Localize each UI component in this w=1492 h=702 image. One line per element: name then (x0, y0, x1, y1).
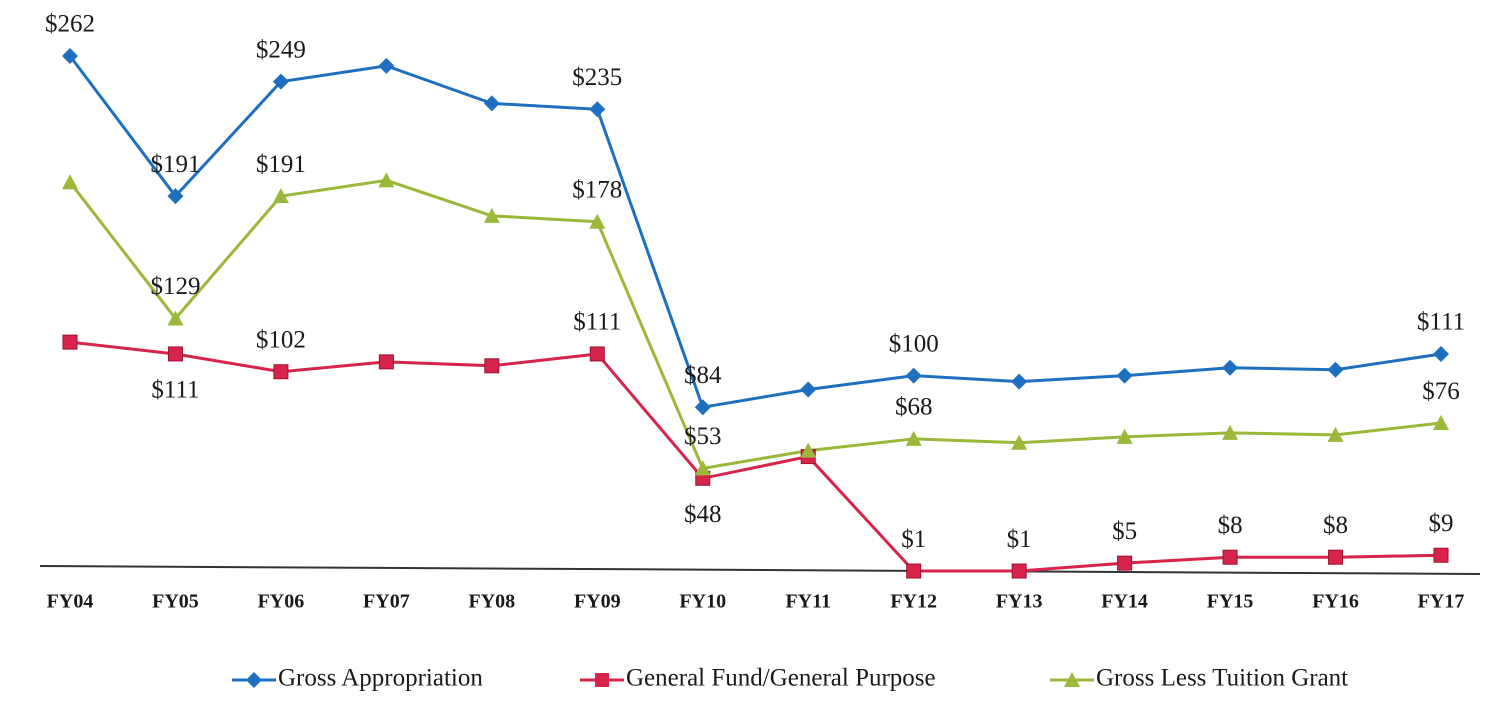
data-label: $191 (150, 151, 200, 178)
data-label: $48 (684, 501, 722, 528)
data-point (1116, 428, 1133, 444)
data-point (905, 367, 922, 384)
legend-marker (595, 673, 609, 687)
data-point (272, 188, 289, 204)
data-point (1222, 424, 1239, 440)
x-tick-label: FY08 (469, 591, 516, 613)
series-line (68, 55, 1442, 409)
data-point (589, 213, 606, 229)
data-label: $84 (684, 362, 722, 389)
x-tick-label: FY12 (890, 591, 937, 613)
data-point (694, 399, 711, 416)
legend-marker (246, 672, 262, 688)
data-label: $111 (151, 377, 199, 404)
x-tick-label: FY04 (47, 591, 94, 613)
legend-item: Gross Less Tuition Grant (1050, 665, 1348, 692)
data-label: $8 (1218, 512, 1243, 539)
data-point (484, 358, 500, 374)
data-point (1433, 345, 1449, 362)
data-point (1328, 549, 1344, 565)
data-label: $235 (572, 64, 622, 91)
data-point (62, 334, 78, 350)
data-point (800, 442, 817, 458)
data-point (694, 460, 711, 476)
x-tick-label: FY10 (679, 591, 726, 613)
legend-item: Gross Appropriation (232, 665, 483, 692)
data-point (906, 563, 922, 579)
data-point (1222, 359, 1239, 376)
data-label: $8 (1323, 512, 1348, 539)
x-tick-label: FY15 (1207, 591, 1254, 613)
series-line (68, 178, 1442, 471)
data-label: $100 (889, 330, 939, 357)
data-point (378, 57, 395, 74)
data-label: $111 (1417, 309, 1465, 336)
data-point (483, 95, 500, 112)
data-point (1327, 361, 1344, 378)
x-tick-label: FY06 (258, 591, 305, 613)
x-tick-label: FY05 (152, 591, 199, 613)
data-point (800, 381, 817, 398)
legend-label: Gross Less Tuition Grant (1096, 665, 1348, 692)
data-label: $5 (1112, 518, 1137, 545)
data-point (167, 310, 184, 326)
data-point (589, 346, 605, 362)
data-label: $1 (1007, 526, 1032, 553)
data-point (905, 430, 922, 446)
data-point (62, 48, 78, 64)
x-axis (39, 565, 1481, 575)
data-label: $76 (1422, 378, 1460, 405)
data-point (1116, 367, 1133, 384)
data-point (62, 174, 78, 190)
data-point (483, 207, 500, 223)
data-point (589, 101, 606, 118)
x-tick-label: FY07 (363, 591, 410, 613)
data-label: $249 (256, 36, 306, 63)
data-point (378, 172, 395, 188)
data-label: $102 (256, 326, 306, 353)
data-point (1222, 549, 1238, 565)
data-point (1433, 415, 1449, 431)
legend-marker (1064, 672, 1080, 687)
data-point (378, 354, 394, 370)
legend-label: General Fund/General Purpose (626, 665, 936, 692)
data-point (1433, 547, 1449, 563)
legend-label: Gross Appropriation (278, 665, 483, 692)
data-point (272, 73, 289, 90)
data-label: $262 (45, 11, 95, 38)
data-point (1117, 555, 1133, 571)
data-point (1011, 434, 1028, 450)
data-label: $191 (256, 151, 306, 178)
x-tick-label: FY09 (574, 591, 621, 613)
data-label: $178 (572, 176, 622, 203)
x-tick-label: FY11 (785, 591, 831, 613)
data-label: $1 (901, 526, 926, 553)
data-point (273, 364, 289, 380)
data-label: $111 (573, 309, 621, 336)
data-label: $129 (150, 273, 200, 300)
data-point (167, 188, 184, 205)
data-label: $68 (895, 394, 933, 421)
legend-item: General Fund/General Purpose (580, 665, 936, 692)
series-line (69, 340, 1442, 573)
data-point (1011, 563, 1027, 579)
data-label: $9 (1429, 510, 1454, 537)
x-tick-label: FY17 (1418, 591, 1465, 613)
x-tick-label: FY16 (1312, 591, 1359, 613)
data-label: $53 (684, 423, 722, 450)
data-point (1011, 373, 1028, 390)
data-point (1327, 426, 1344, 442)
data-point (167, 346, 183, 362)
x-tick-label: FY14 (1101, 591, 1148, 613)
x-tick-label: FY13 (996, 591, 1043, 613)
